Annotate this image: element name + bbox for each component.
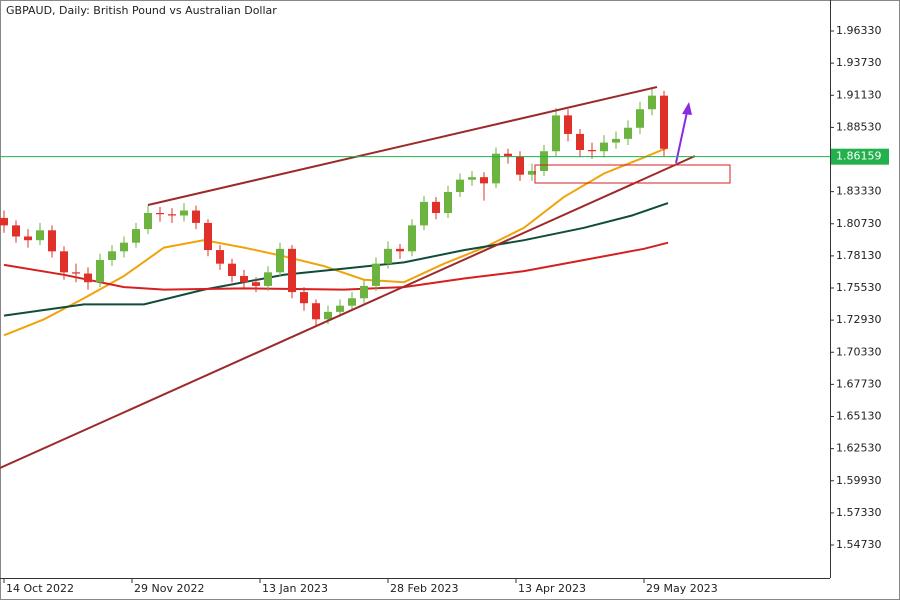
x-tick-label: 29 May 2023	[646, 582, 718, 595]
candle-body	[612, 138, 620, 143]
candle-body	[240, 276, 248, 283]
candle-body	[60, 251, 68, 273]
y-tick-label: 1.72930	[836, 313, 882, 326]
candle-body	[84, 273, 92, 283]
candle-body	[216, 250, 224, 264]
candle-body	[600, 142, 608, 152]
current-price-box	[831, 148, 889, 165]
candle-body	[552, 115, 560, 152]
candle-body	[636, 109, 644, 128]
candle-body	[132, 229, 140, 243]
y-tick-label: 1.96330	[836, 24, 882, 37]
candle-body	[348, 298, 356, 306]
candle-body	[504, 153, 512, 157]
candle-body	[540, 151, 548, 172]
candle-body	[408, 225, 416, 252]
arrow-head	[682, 102, 692, 115]
candle-body	[276, 248, 284, 273]
x-tick-label: 14 Oct 2022	[6, 582, 74, 595]
candle-body	[144, 213, 152, 230]
candle-body	[660, 95, 668, 149]
current-price-label: 1.86159	[836, 150, 882, 163]
x-tick-label: 29 Nov 2022	[134, 582, 204, 595]
y-tick-label: 1.54730	[836, 538, 882, 551]
y-tick-label: 1.83330	[836, 185, 882, 198]
candle-body	[12, 225, 20, 237]
candle-body	[48, 230, 56, 252]
y-tick-label: 1.57330	[836, 506, 882, 519]
y-tick-label: 1.65130	[836, 410, 882, 423]
channel-upper-line	[147, 86, 658, 206]
candle-body	[180, 210, 188, 216]
candle-body	[264, 272, 272, 286]
candle-body	[36, 230, 44, 241]
candle-body	[492, 153, 500, 184]
candle-body	[528, 171, 536, 175]
candle-body	[360, 285, 368, 299]
y-tick-label: 1.91130	[836, 88, 882, 101]
candle-body	[624, 127, 632, 139]
candle-body	[192, 210, 200, 223]
candle-body	[252, 282, 260, 286]
candle-body	[288, 248, 296, 293]
candle-body	[480, 177, 488, 184]
candle-body	[204, 222, 212, 251]
candle-body	[468, 177, 476, 180]
candle-body	[456, 179, 464, 193]
candle-body	[588, 149, 596, 152]
candle-body	[432, 201, 440, 214]
candle-body	[108, 251, 116, 260]
y-tick-label: 1.75530	[836, 281, 882, 294]
candle-body	[444, 192, 452, 214]
candle-body	[336, 305, 344, 312]
candle-body	[324, 311, 332, 320]
candle-body	[384, 248, 392, 264]
candle-body	[0, 217, 8, 226]
candle-body	[648, 95, 656, 110]
chart-title: GBPAUD, Daily: British Pound vs Australi…	[6, 4, 277, 17]
candle-body	[420, 201, 428, 226]
y-tick-label: 1.80730	[836, 217, 882, 230]
drawings	[0, 86, 731, 469]
support-zone	[534, 164, 731, 184]
y-tick-label: 1.88530	[836, 120, 882, 133]
y-tick-label: 1.67730	[836, 377, 882, 390]
candle-body	[72, 272, 80, 274]
candle-body	[228, 263, 236, 277]
y-tick-label: 1.70330	[836, 345, 882, 358]
candle-body	[564, 115, 572, 134]
y-tick-label: 1.93730	[836, 56, 882, 69]
x-tick-label: 13 Jan 2023	[262, 582, 328, 595]
candle-body	[156, 213, 164, 215]
candle-body	[300, 292, 308, 304]
candle-body	[576, 133, 584, 150]
candle-body	[120, 242, 128, 252]
y-tick-label: 1.78130	[836, 249, 882, 262]
plot-area	[0, 86, 669, 337]
arrow-line	[675, 111, 688, 164]
x-tick-label: 13 Apr 2023	[518, 582, 586, 595]
candle-body	[312, 303, 320, 320]
candle-body	[372, 263, 380, 286]
moving-average-line	[3, 146, 669, 337]
candle-body	[96, 259, 104, 283]
y-tick-label: 1.62530	[836, 442, 882, 455]
candle-body	[24, 236, 32, 241]
moving-average-line	[3, 241, 669, 291]
x-tick-label: 28 Feb 2023	[390, 582, 458, 595]
candle-body	[516, 156, 524, 175]
candle-body	[396, 248, 404, 252]
candle-body	[168, 214, 176, 216]
channel-lower-line	[0, 155, 696, 469]
y-tick-label: 1.59930	[836, 474, 882, 487]
